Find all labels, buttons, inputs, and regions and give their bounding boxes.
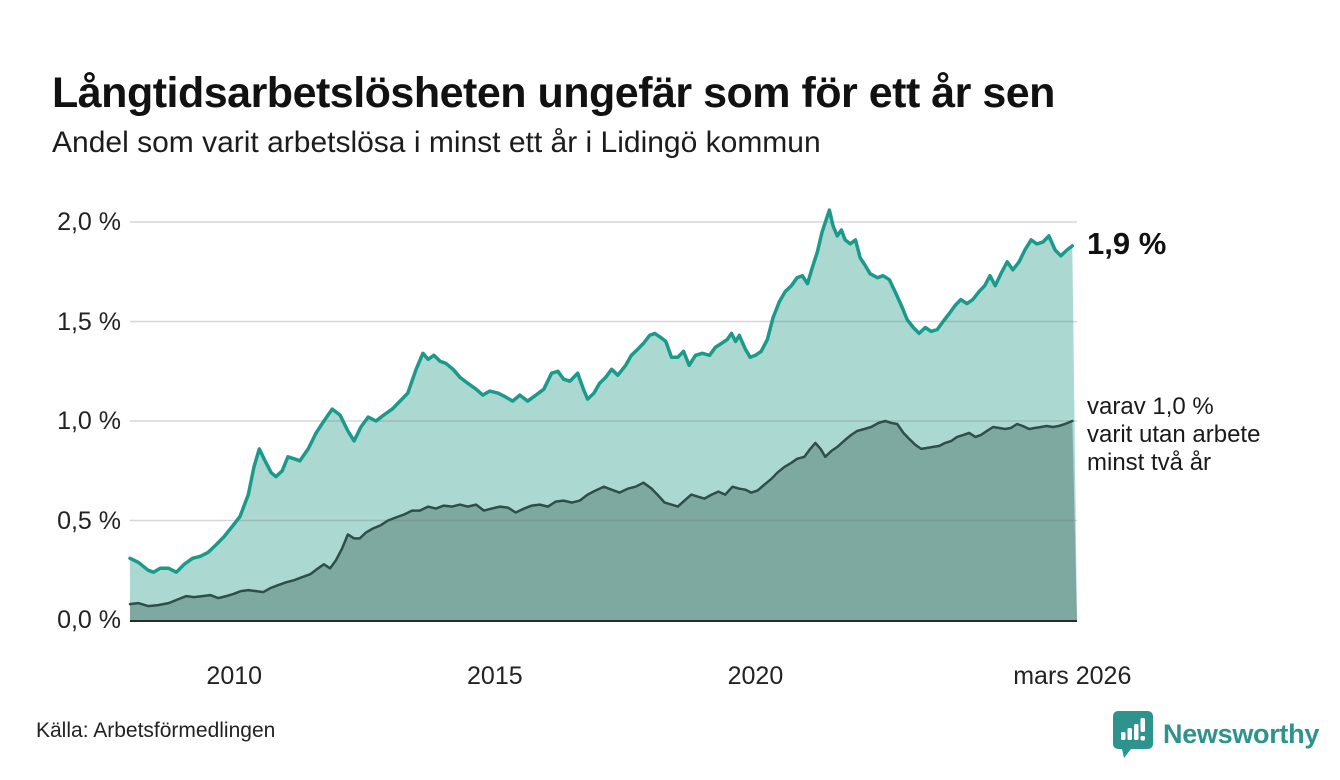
annotation-line-2: varit utan arbete	[1087, 421, 1261, 448]
page-title: Långtidsarbetslösheten ungefär som för e…	[52, 68, 1055, 117]
annotation-line-3: minst två år	[1087, 449, 1212, 476]
annotation-line-1: varav 1,0 %	[1087, 393, 1214, 420]
annotation-two-year-share: varav 1,0 % varit utan arbete minst två …	[1087, 393, 1260, 477]
source-caption: Källa: Arbetsförmedlingen	[36, 719, 276, 742]
page-subtitle: Andel som varit arbetslösa i minst ett å…	[52, 126, 821, 159]
newsworthy-wordmark: Newsworthy	[1163, 718, 1320, 749]
annotation-latest-total: 1,9 %	[1087, 225, 1167, 261]
newsworthy-logo: Newsworthy	[1113, 710, 1319, 758]
newsworthy-bubble-chart-icon	[1113, 710, 1153, 758]
